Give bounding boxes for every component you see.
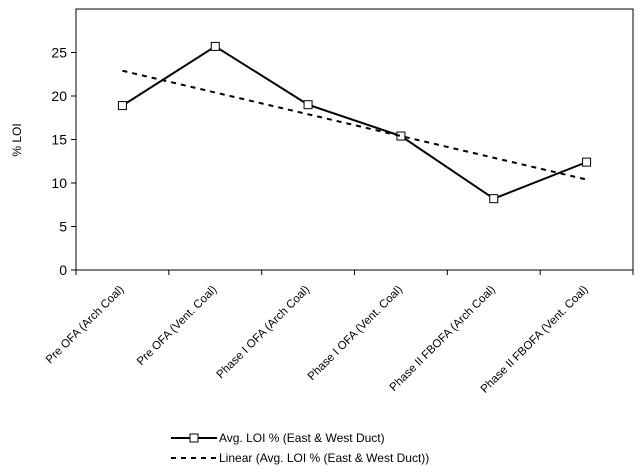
legend-label: Linear (Avg. LOI % (East & West Duct)) xyxy=(219,451,429,465)
y-tick-label: 10 xyxy=(51,175,67,191)
series-layer xyxy=(117,41,592,204)
y-tick-label: 20 xyxy=(51,88,67,104)
data-point-marker xyxy=(582,157,592,167)
y-tick-label: 25 xyxy=(51,45,67,61)
data-point-marker xyxy=(210,41,220,51)
x-category-label: Pre OFA (Arch Coal) xyxy=(44,284,127,367)
x-category-label: Phase II FBOFA (Arch Coal) xyxy=(388,284,498,394)
x-category-label: Phase II FBOFA (Vent. Coal) xyxy=(479,284,591,396)
y-tick-label: 0 xyxy=(59,262,67,278)
plot-area-border xyxy=(75,8,634,271)
x-category-label: Phase I OFA (Vent. Coal) xyxy=(306,284,405,383)
y-tick-label: 15 xyxy=(51,132,67,148)
series-line xyxy=(121,45,587,200)
x-category-label: Pre OFA (Vent. Coal) xyxy=(135,284,220,369)
data-point-marker xyxy=(303,100,313,110)
legend-label: Avg. LOI % (East & West Duct) xyxy=(219,431,385,445)
data-point-marker xyxy=(489,194,499,204)
axes: 0 5 10 15 20 25 % LOI Pre OFA (Arch Coal) Pre OF… xyxy=(10,8,634,396)
legend-marker xyxy=(189,433,199,443)
data-point-marker xyxy=(117,101,127,111)
x-category-label: Phase I OFA (Arch Coal) xyxy=(215,284,313,382)
y-tick-label: 5 xyxy=(59,219,67,235)
trendline xyxy=(122,69,587,181)
y-axis-title: % LOI xyxy=(10,123,24,156)
legend: Avg. LOI % (East & West Duct) Linear (Avg… xyxy=(171,431,429,465)
